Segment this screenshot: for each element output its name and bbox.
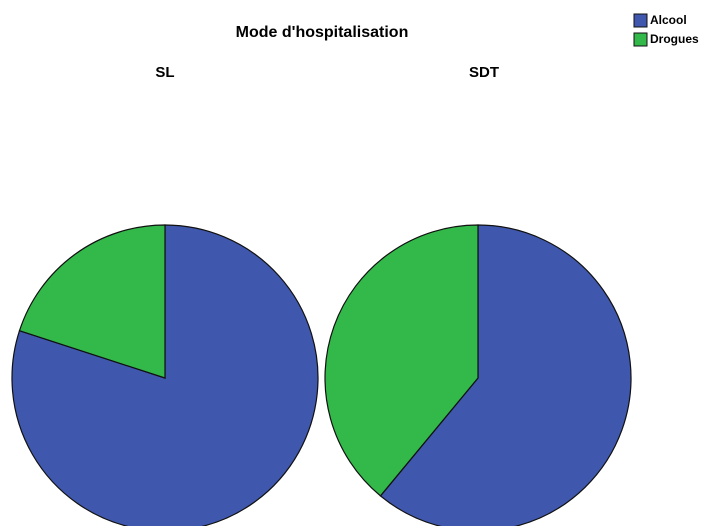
chart-title: Mode d'hospitalisation <box>236 24 409 41</box>
pie-slice <box>379 224 632 526</box>
pie-title: SDT <box>469 64 499 81</box>
pie-slice <box>11 224 319 526</box>
legend-swatch <box>633 13 648 28</box>
pie-slice <box>324 224 479 497</box>
legend-label: Drogues <box>650 32 699 46</box>
legend-swatch <box>633 32 648 47</box>
legend-label: Alcool <box>650 13 687 27</box>
pie-slice <box>18 224 166 379</box>
pie-title: SL <box>155 64 174 81</box>
